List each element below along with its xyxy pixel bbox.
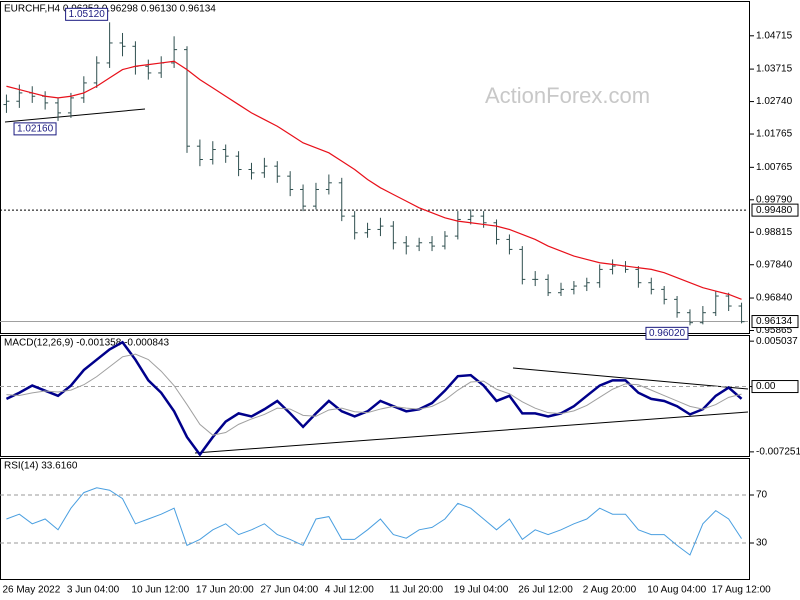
x-tick-label: 4 Jul 12:00 xyxy=(325,585,374,596)
x-tick-label: 2 Aug 20:00 xyxy=(583,585,637,596)
x-tick-label: 26 May 2022 xyxy=(2,585,60,596)
rsi-title: RSI(14) 33.6160 xyxy=(4,461,78,472)
y-tick-label: 0.95865 xyxy=(756,325,793,336)
series-line xyxy=(6,487,742,556)
annotation-label: 0.96020 xyxy=(649,328,686,339)
y-tick-label: -0.007251 xyxy=(756,447,800,458)
y-tick-label: 0.98815 xyxy=(756,227,793,238)
level-label: 0.96134 xyxy=(756,316,793,327)
y-tick-label: 1.03715 xyxy=(756,64,793,75)
y-tick-label: 0.005037 xyxy=(756,336,798,347)
y-tick-label: 70 xyxy=(756,490,768,501)
level-label: 0.00 xyxy=(756,381,776,392)
x-tick-label: 10 Aug 04:00 xyxy=(647,585,706,596)
level-label-box xyxy=(751,203,799,217)
macd-panel-frame xyxy=(0,335,750,457)
series-line xyxy=(6,60,742,300)
trendline xyxy=(194,411,749,454)
annotation-box xyxy=(65,7,109,21)
level-label: 0.99480 xyxy=(756,205,793,216)
rsi-panel-frame xyxy=(0,458,750,580)
series-line xyxy=(6,353,742,436)
trendline xyxy=(4,108,146,123)
y-tick-label: 0.97840 xyxy=(756,259,793,270)
y-tick-label: 0.99790 xyxy=(756,194,793,205)
price-panel-frame xyxy=(0,1,750,334)
x-tick-label: 10 Jun 12:00 xyxy=(131,585,189,596)
y-tick-label: 30 xyxy=(756,538,768,549)
annotation-label: 1.05120 xyxy=(69,9,106,20)
x-tick-label: 11 Jul 20:00 xyxy=(389,585,443,596)
watermark: ActionForex.com xyxy=(485,83,650,108)
annotation-label: 1.02160 xyxy=(17,124,54,135)
x-tick-label: 26 Jul 12:00 xyxy=(518,585,573,596)
series-line xyxy=(5,340,743,457)
price-title: EURCHF,H4 0.96252 0.96298 0.96130 0.9613… xyxy=(4,4,216,15)
annotation-box xyxy=(645,326,689,340)
x-tick-label: 3 Jun 04:00 xyxy=(67,585,120,596)
annotation-box xyxy=(13,122,57,136)
y-tick-label: 1.00765 xyxy=(756,162,793,173)
y-tick-label: 1.04715 xyxy=(756,30,793,41)
y-tick-label: 1.02740 xyxy=(756,96,793,107)
macd-title: MACD(12,26,9) -0.001358 -0.000843 xyxy=(4,338,170,349)
trendline xyxy=(512,367,749,390)
x-tick-label: 19 Jul 04:00 xyxy=(454,585,509,596)
y-tick-label: 0.96840 xyxy=(756,293,793,304)
x-tick-label: 27 Jun 04:00 xyxy=(260,585,318,596)
x-tick-label: 17 Jun 20:00 xyxy=(196,585,254,596)
y-tick-label: 1.01765 xyxy=(756,129,793,140)
level-label-box xyxy=(751,380,799,394)
x-tick-label: 17 Aug 12:00 xyxy=(712,585,771,596)
level-label-box xyxy=(751,315,799,329)
